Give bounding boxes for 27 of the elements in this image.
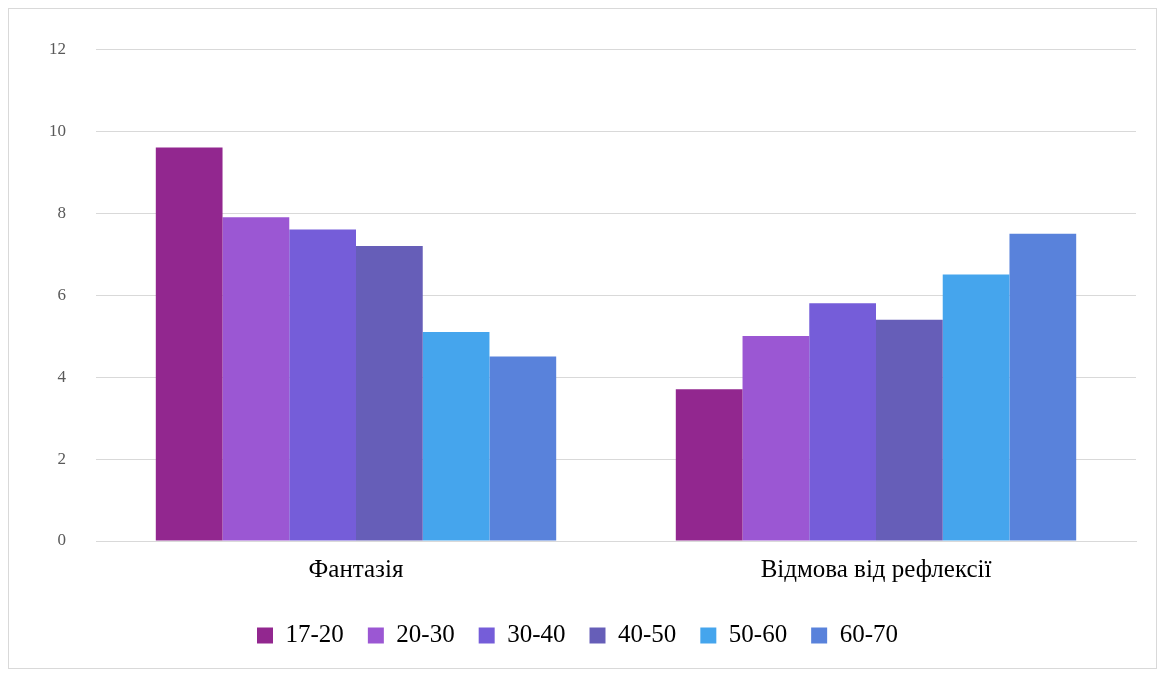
bar: [489, 356, 557, 541]
bar: [289, 229, 356, 541]
bar: [155, 147, 223, 541]
bar: [1009, 233, 1077, 541]
x-tick-label: Фантазія: [308, 554, 404, 582]
y-tick-label: 2: [57, 448, 66, 468]
y-tick-label: 0: [57, 530, 66, 550]
bar: [876, 319, 943, 541]
y-tick-label: 4: [57, 366, 67, 386]
legend-label: 60-70: [839, 620, 898, 648]
legend-label: 40-50: [618, 620, 677, 648]
bar: [422, 331, 490, 541]
legend-label: 17-20: [285, 620, 344, 648]
y-tick-label: 10: [49, 120, 66, 140]
legend-label: 20-30: [396, 620, 455, 648]
y-tick-label: 6: [57, 284, 66, 304]
bar: [809, 303, 876, 541]
bar: [675, 389, 743, 541]
bar: [942, 274, 1010, 541]
x-tick-label: Відмова від рефлексії: [760, 554, 992, 582]
y-tick-label: 12: [49, 38, 66, 58]
legend-label: 30-40: [507, 620, 566, 648]
bar: [742, 336, 810, 541]
legend-label: 50-60: [728, 620, 788, 648]
y-tick-label: 8: [57, 202, 66, 222]
bar: [356, 245, 423, 541]
bar: [222, 217, 290, 541]
